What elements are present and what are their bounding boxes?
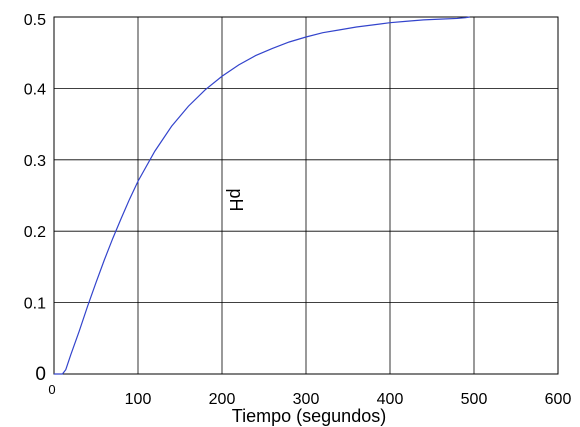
y-axis-label: pH [226,188,246,211]
x-tick-label: 500 [461,391,488,408]
y-tick-label: 0.4 [24,81,46,98]
y-tick-label: 0.5 [24,12,46,29]
tick-labels: 0 100 200 300 400 500 600 0 0.1 0.2 0.3 0.4 0.5 [24,12,572,408]
grid [54,17,558,374]
x-tick-label: 200 [209,391,236,408]
x-tick-label: 600 [545,391,572,408]
x-tick-label: 100 [125,391,152,408]
x-tick-label: 300 [293,391,320,408]
y-tick-label: 0.2 [24,224,46,241]
series-line [54,16,470,375]
y-tick-label: 0.3 [24,153,46,170]
x-tick-label: 0 [48,382,55,397]
plot-frame [53,16,559,375]
y-tick-label: 0 [35,364,46,385]
y-tick-label: 0.1 [24,296,46,313]
x-tick-label: 400 [377,391,404,408]
x-axis-label: Tiempo (segundos) [232,406,386,426]
